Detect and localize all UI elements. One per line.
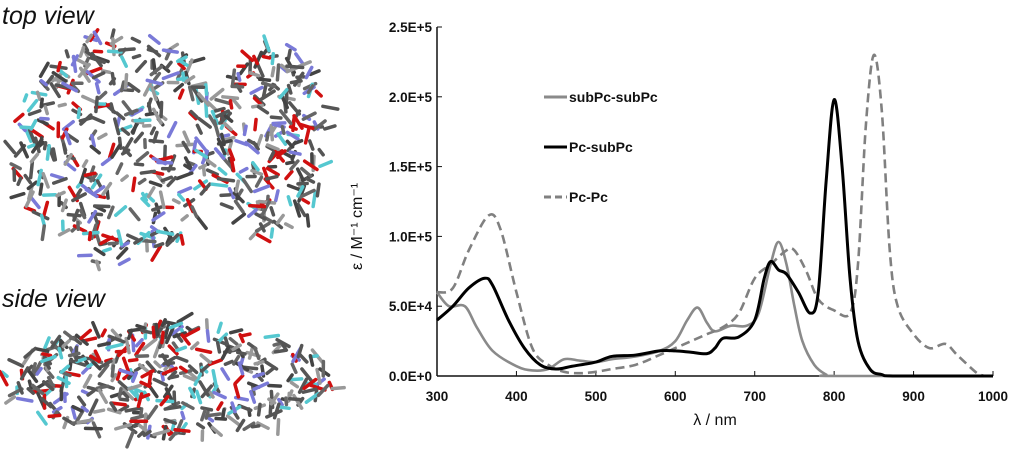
x-tick-label: 700: [743, 389, 766, 404]
x-axis-label: λ / nm: [693, 412, 737, 429]
side-view-label: side view: [2, 285, 105, 313]
top-view-label: top view: [2, 2, 94, 30]
y-tick-label: 1.5E+5: [389, 160, 433, 175]
y-tick-label: 1.0E+5: [389, 229, 433, 244]
y-tick-label: 2.5E+5: [389, 20, 433, 35]
molecule-top-view-image: [3, 28, 340, 272]
molecule-structure-images: [0, 28, 346, 449]
series-line-pc-subpc: [436, 98, 993, 378]
legend-label: Pc-subPc: [569, 139, 633, 155]
x-tick-label: 900: [902, 389, 925, 404]
legend-label: subPc-subPc: [569, 89, 658, 105]
y-tick-label: 2.0E+5: [389, 90, 433, 105]
y-axis-label: ε / M⁻¹ cm⁻¹: [349, 183, 366, 270]
x-tick-label: 600: [664, 389, 687, 404]
x-tick-label: 800: [823, 389, 846, 404]
x-tick-label: 300: [426, 389, 449, 404]
y-tick-label: 0.0E+0: [389, 369, 432, 384]
y-tick-label: 5.0E+4: [389, 299, 433, 314]
x-tick-label: 400: [505, 389, 528, 404]
molecule-side-view-image: [0, 311, 346, 449]
x-tick-label: 500: [585, 389, 608, 404]
x-tick-label: 1000: [978, 389, 1008, 404]
legend-label: Pc-Pc: [569, 189, 608, 205]
series-line-subpc-subpc: [435, 240, 993, 378]
series-line-pc-pc: [436, 53, 986, 378]
